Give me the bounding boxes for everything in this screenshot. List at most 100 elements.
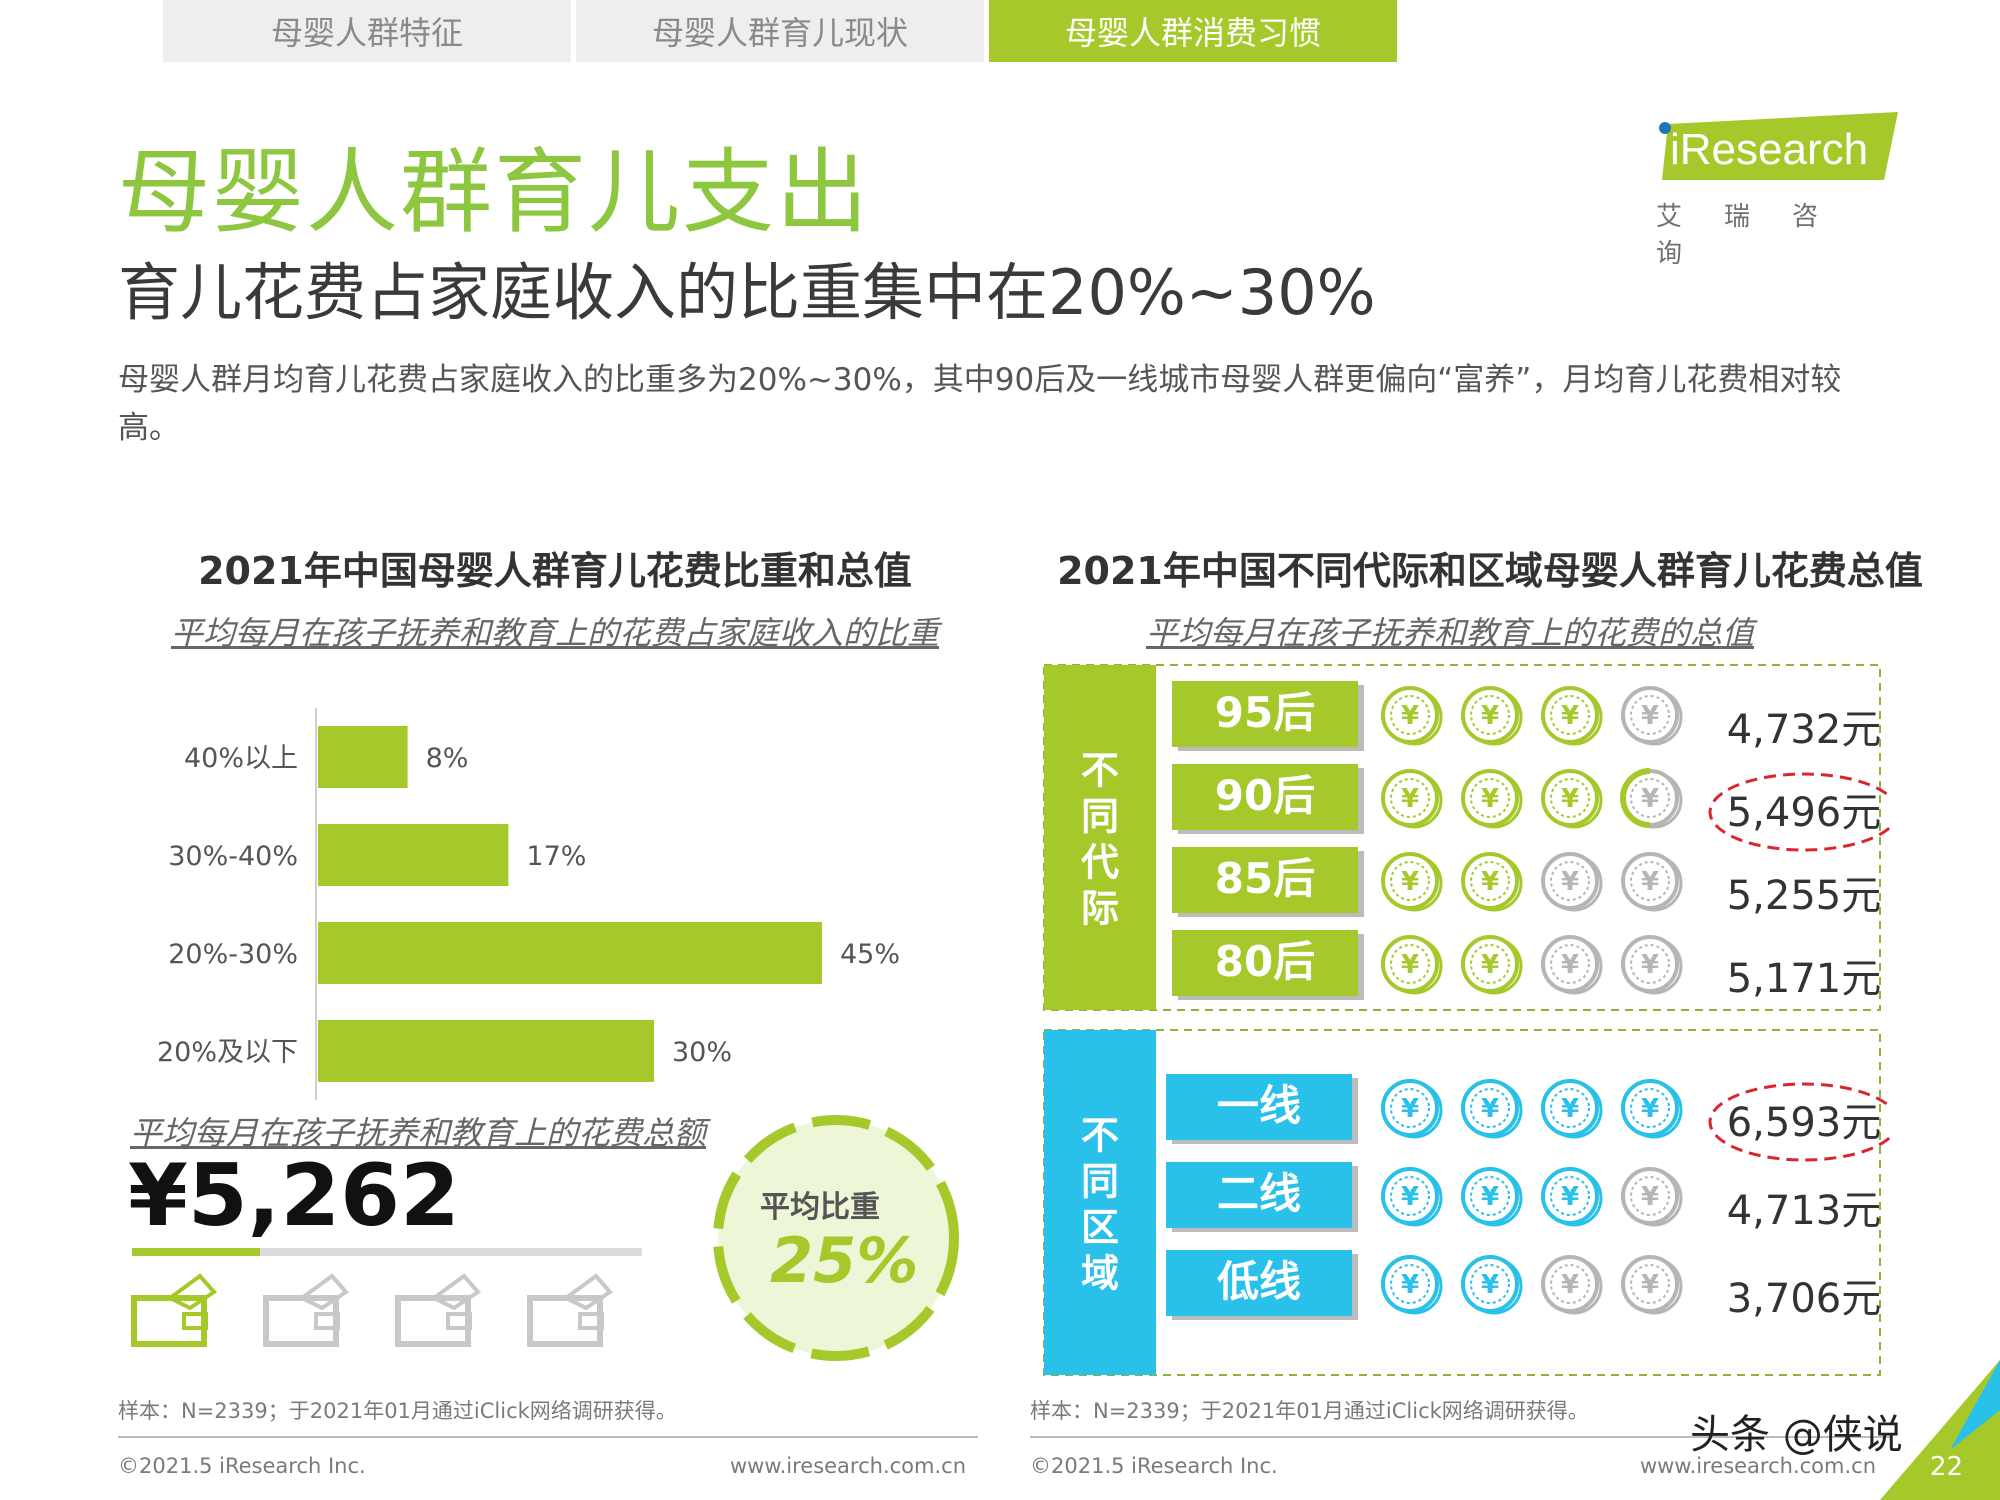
row-label-box bbox=[1166, 1074, 1352, 1140]
group-label-band bbox=[1044, 1030, 1156, 1375]
left-chart-subtitle: 平均每月在孩子抚养和教育上的花费占家庭收入的比重 bbox=[170, 614, 939, 652]
row-value: 4,732元 bbox=[1727, 707, 1882, 753]
yen-glyph: ¥ bbox=[1641, 1094, 1659, 1124]
tab-parenting-status[interactable]: 母婴人群育儿现状 bbox=[576, 0, 984, 62]
left-source-note: 样本：N=2339；于2021年01月通过iClick网络调研获得。 bbox=[118, 1399, 677, 1423]
coin-inner-ring bbox=[1470, 695, 1510, 735]
group-label-char: 同 bbox=[1081, 1160, 1119, 1204]
coin-inner-ring bbox=[1630, 944, 1670, 984]
avg-ratio-ring bbox=[713, 1115, 959, 1361]
page-description: 母婴人群月均育儿花费占家庭收入的比重多为20%~30%，其中90后及一线城市母婴… bbox=[118, 362, 1842, 446]
yen-glyph: ¥ bbox=[1561, 950, 1579, 980]
group-label-char: 际 bbox=[1081, 887, 1119, 931]
bar-category-label: 40%以上 bbox=[184, 743, 298, 774]
yen-glyph: ¥ bbox=[1481, 784, 1499, 814]
logo-brand-text: iResearch bbox=[1670, 125, 1868, 174]
yen-glyph: ¥ bbox=[1481, 867, 1499, 897]
yen-glyph: ¥ bbox=[1561, 1182, 1579, 1212]
yen-glyph: ¥ bbox=[1561, 701, 1579, 731]
tab-group-characteristics[interactable]: 母婴人群特征 bbox=[163, 0, 571, 62]
yen-glyph: ¥ bbox=[1401, 784, 1419, 814]
yen-glyph: ¥ bbox=[1401, 867, 1419, 897]
row-label-box bbox=[1166, 1250, 1352, 1316]
coin-inner-ring bbox=[1470, 861, 1510, 901]
row-value: 5,171元 bbox=[1727, 956, 1882, 1002]
left-copyright: ©2021.5 iResearch Inc. bbox=[118, 1454, 366, 1478]
corner-decoration bbox=[1880, 1360, 2000, 1500]
page-subtitle: 育儿花费占家庭收入的比重集中在20%~30% bbox=[118, 256, 1376, 329]
row-label: 85后 bbox=[1215, 854, 1315, 903]
tab-consumption-habits[interactable]: 母婴人群消费习惯 bbox=[989, 0, 1397, 62]
bar-value-label: 17% bbox=[526, 841, 586, 872]
yen-glyph: ¥ bbox=[1641, 867, 1659, 897]
row-label: 低线 bbox=[1217, 1257, 1301, 1306]
ratio-bar-chart: 40%以上 8% 30%-40% 17% 20%-30% 45% 20%及以下 30% bbox=[157, 708, 900, 1100]
row-label-box bbox=[1166, 1162, 1352, 1228]
coin-inner-ring bbox=[1390, 1264, 1430, 1304]
yen-glyph: ¥ bbox=[1481, 1182, 1499, 1212]
yen-glyph: ¥ bbox=[1401, 1094, 1419, 1124]
row-label: 90后 bbox=[1215, 771, 1315, 820]
amount-progress-fill bbox=[132, 1248, 260, 1256]
row-value: 4,713元 bbox=[1727, 1188, 1882, 1234]
yen-glyph: ¥ bbox=[1561, 1270, 1579, 1300]
right-source-note: 样本：N=2339；于2021年01月通过iClick网络调研获得。 bbox=[1030, 1399, 1589, 1423]
coin-inner-ring bbox=[1550, 1088, 1590, 1128]
coin-inner-ring bbox=[1630, 1176, 1670, 1216]
left-footer-divider bbox=[118, 1436, 978, 1438]
yen-glyph: ¥ bbox=[1401, 701, 1419, 731]
watermark: 头条 @侠说 bbox=[1690, 1412, 1903, 1458]
right-chart-title: 2021年中国不同代际和区域母婴人群育儿花费总值 bbox=[1057, 549, 1923, 593]
right-chart-subtitle: 平均每月在孩子抚养和教育上的花费的总值 bbox=[1145, 614, 1754, 652]
row-label: 一线 bbox=[1217, 1081, 1301, 1130]
coin-inner-ring bbox=[1470, 1176, 1510, 1216]
bar bbox=[318, 726, 408, 788]
coin-inner-ring bbox=[1390, 778, 1430, 818]
group-label-char: 代 bbox=[1081, 841, 1119, 885]
group-label-char: 不 bbox=[1081, 749, 1119, 793]
row-value: 5,255元 bbox=[1727, 873, 1882, 919]
wallet-icon bbox=[263, 1273, 350, 1347]
coin-inner-ring bbox=[1390, 1088, 1430, 1128]
row-label: 95后 bbox=[1215, 688, 1315, 737]
yen-glyph: ¥ bbox=[1481, 1270, 1499, 1300]
row-label-box bbox=[1172, 847, 1358, 913]
bar bbox=[318, 922, 822, 984]
coin-inner-ring bbox=[1550, 778, 1590, 818]
yen-glyph: ¥ bbox=[1641, 701, 1659, 731]
yen-glyph: ¥ bbox=[1641, 1270, 1659, 1300]
page-title: 母婴人群育儿支出 bbox=[118, 139, 871, 246]
yen-glyph: ¥ bbox=[1481, 950, 1499, 980]
highlight-ellipse bbox=[1708, 1082, 1890, 1162]
bar bbox=[318, 1020, 654, 1082]
row-label-box bbox=[1172, 930, 1358, 996]
left-url: www.iresearch.com.cn bbox=[730, 1454, 967, 1478]
coin-inner-ring bbox=[1390, 944, 1430, 984]
group-label-char: 不 bbox=[1081, 1114, 1119, 1158]
coin-inner-ring bbox=[1550, 695, 1590, 735]
coin-inner-ring bbox=[1550, 1176, 1590, 1216]
coin-inner-ring bbox=[1390, 1176, 1430, 1216]
row-value: 3,706元 bbox=[1727, 1276, 1882, 1322]
bar bbox=[318, 824, 509, 886]
bar-value-label: 8% bbox=[426, 743, 469, 774]
row-label-box bbox=[1172, 764, 1358, 830]
row-label-box bbox=[1172, 681, 1358, 747]
row-label: 80后 bbox=[1215, 937, 1315, 986]
yen-glyph: ¥ bbox=[1481, 701, 1499, 731]
bar-value-label: 30% bbox=[672, 1037, 732, 1068]
coin-inner-ring bbox=[1470, 944, 1510, 984]
yen-glyph: ¥ bbox=[1401, 950, 1419, 980]
right-footer-divider bbox=[1030, 1436, 1890, 1438]
right-url: www.iresearch.com.cn bbox=[1640, 1454, 1877, 1478]
coin-inner-ring bbox=[1470, 778, 1510, 818]
wallet-icon bbox=[527, 1273, 614, 1347]
yen-glyph: ¥ bbox=[1641, 1182, 1659, 1212]
row-value: 5,496元 bbox=[1727, 790, 1882, 836]
coin-inner-ring bbox=[1550, 861, 1590, 901]
bar-category-label: 20%及以下 bbox=[157, 1037, 298, 1068]
amount-value: ¥5,262 bbox=[128, 1146, 460, 1246]
bar-category-label: 20%-30% bbox=[168, 939, 298, 970]
coin-inner-ring bbox=[1390, 695, 1430, 735]
